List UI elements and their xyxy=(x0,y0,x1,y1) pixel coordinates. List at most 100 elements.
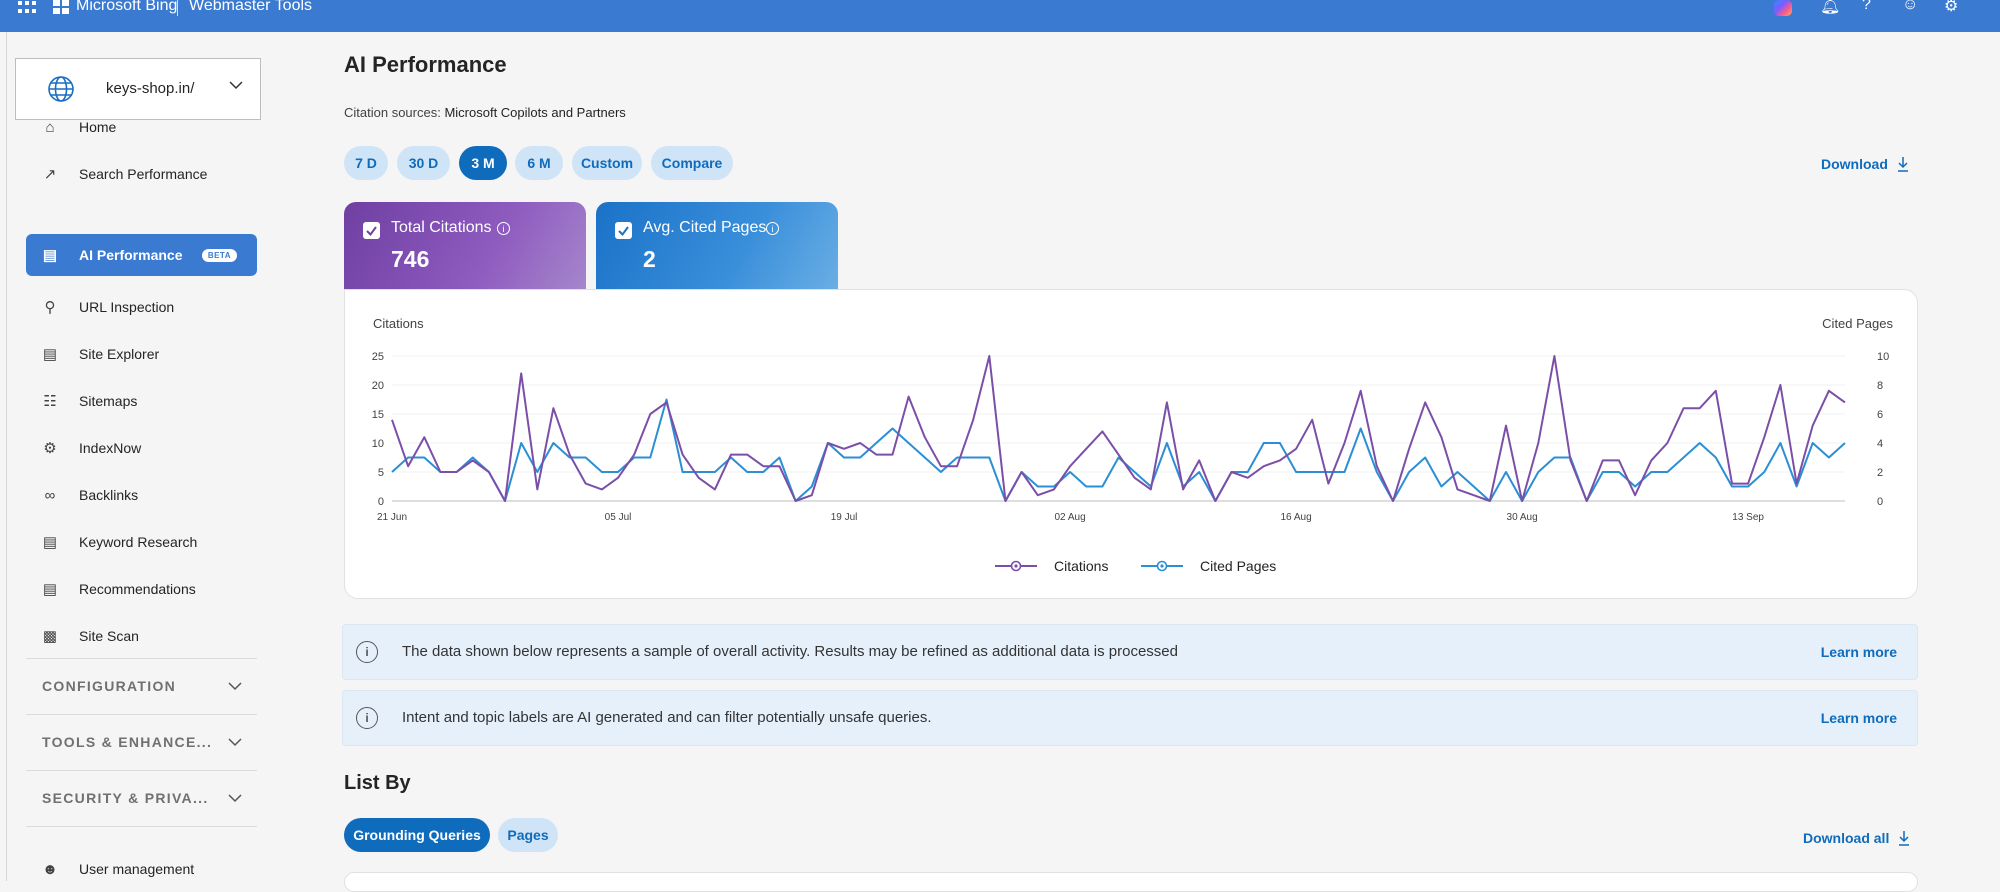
nav-group-security[interactable]: SECURITY & PRIVA... xyxy=(26,776,257,820)
chevron-down-icon xyxy=(228,682,242,691)
download-all-label: Download all xyxy=(1803,830,1890,846)
y2-tick-label: 10 xyxy=(1877,351,1889,363)
sidebar-item-label: Site Scan xyxy=(79,628,139,644)
nav-group-label: CONFIGURATION xyxy=(42,678,177,694)
sidebar-item-url-inspection[interactable]: ⚲ URL Inspection xyxy=(26,286,257,328)
ai-labels-banner: i Intent and topic labels are AI generat… xyxy=(342,690,1918,746)
divider xyxy=(177,0,178,16)
x-tick-label: 13 Sep xyxy=(1732,512,1764,523)
settings-gear-icon[interactable]: ⚙ xyxy=(1944,0,1959,15)
legend-label: Cited Pages xyxy=(1200,558,1276,574)
compare-button[interactable]: Compare xyxy=(651,146,733,180)
user-icon: ☻ xyxy=(42,860,58,878)
download-label: Download xyxy=(1821,156,1888,172)
sidebar-item-keyword-research[interactable]: ▤ Keyword Research xyxy=(26,521,257,563)
sidebar-item-label: Keyword Research xyxy=(79,534,198,550)
sidebar-item-ai-performance[interactable]: ▤ AI Performance BETA xyxy=(26,234,257,276)
sidebar-item-user-management[interactable]: ☻ User management xyxy=(26,848,257,890)
chevron-down-icon xyxy=(228,794,242,803)
y-axis-title: Citations xyxy=(373,316,424,331)
y2-tick-label: 8 xyxy=(1877,380,1883,392)
help-icon[interactable]: ? xyxy=(1862,0,1871,13)
app-launcher-icon[interactable] xyxy=(18,0,40,14)
range-6m-button[interactable]: 6 M xyxy=(515,146,563,180)
banner-text: Intent and topic labels are AI generated… xyxy=(402,709,932,726)
sidebar-item-backlinks[interactable]: ∞ Backlinks xyxy=(26,474,257,516)
download-all-button[interactable]: Download all xyxy=(1803,830,1911,846)
divider xyxy=(26,658,257,659)
sidebar-item-indexnow[interactable]: ⚙ IndexNow xyxy=(26,427,257,469)
feedback-smile-icon[interactable]: ☺ xyxy=(1902,0,1919,13)
site-selector[interactable]: keys-shop.in/ xyxy=(15,58,261,120)
site-name: keys-shop.in/ xyxy=(106,80,195,97)
info-icon: i xyxy=(356,707,378,729)
checkbox-checked-icon[interactable] xyxy=(363,222,380,239)
trend-icon: ↗ xyxy=(43,166,57,183)
sidebar-item-label: URL Inspection xyxy=(79,299,175,315)
document-icon: ▤ xyxy=(42,534,58,551)
sidebar-item-site-scan[interactable]: ▩ Site Scan xyxy=(26,615,257,657)
gear-icon: ⚙ xyxy=(43,440,57,457)
y2-tick-label: 4 xyxy=(1877,438,1883,450)
sidebar-item-label: Site Explorer xyxy=(79,346,160,362)
link-icon: ∞ xyxy=(44,486,56,504)
series-line-citations xyxy=(391,355,1846,502)
sidebar-item-label: Recommendations xyxy=(79,581,196,597)
sidebar-item-label: IndexNow xyxy=(79,440,142,456)
sidebar-item-label: AI Performance xyxy=(79,247,183,263)
range-7d-button[interactable]: 7 D xyxy=(344,146,388,180)
microsoft-logo-icon xyxy=(53,0,69,14)
range-custom-button[interactable]: Custom xyxy=(572,146,642,180)
grounding-queries-tab[interactable]: Grounding Queries xyxy=(344,818,490,852)
sidebar-item-label: User management xyxy=(79,861,195,877)
sidebar-item-site-explorer[interactable]: ▤ Site Explorer xyxy=(26,333,257,375)
download-icon xyxy=(1899,831,1910,846)
download-button[interactable]: Download xyxy=(1821,156,1910,172)
series-line-cited-pages xyxy=(391,398,1846,502)
sidebar-item-label: Home xyxy=(79,119,117,135)
sidebar-item-search-performance[interactable]: ↗ Search Performance xyxy=(26,153,257,195)
sidebar-item-recommendations[interactable]: ▤ Recommendations xyxy=(26,568,257,610)
nav-group-label: TOOLS & ENHANCE... xyxy=(42,734,213,750)
avg-cited-pages-card[interactable]: Avg. Cited Pages i 2 xyxy=(596,202,838,289)
pages-tab[interactable]: Pages xyxy=(498,818,558,852)
nav-group-tools[interactable]: TOOLS & ENHANCE... xyxy=(26,720,257,764)
y2-tick-label: 0 xyxy=(1877,496,1883,508)
globe-icon xyxy=(48,76,74,102)
results-table-card xyxy=(344,872,1918,892)
banner-text: The data shown below represents a sample… xyxy=(402,643,1178,660)
sidebar-item-home[interactable]: ⌂ Home xyxy=(26,106,257,148)
info-icon[interactable]: i xyxy=(497,222,510,235)
y-tick-label: 15 xyxy=(372,409,384,421)
info-icon[interactable]: i xyxy=(766,222,779,235)
product-name[interactable]: Webmaster Tools xyxy=(189,0,313,14)
nav-group-configuration[interactable]: CONFIGURATION xyxy=(26,664,257,708)
sidebar-item-label: Sitemaps xyxy=(79,393,138,409)
y-tick-label: 0 xyxy=(378,496,384,508)
learn-more-link[interactable]: Learn more xyxy=(1820,710,1897,726)
sidebar-item-sitemaps[interactable]: ☷ Sitemaps xyxy=(26,380,257,422)
bell-icon[interactable]: 🔔︎ xyxy=(1820,0,1841,15)
chart-svg: Citations Cited Pages 0 5 10 15 20 25 0 2 4 6 8 10 21 … xyxy=(372,316,1894,574)
brand-name: Microsoft Bing xyxy=(76,0,178,14)
y2-tick-label: 6 xyxy=(1877,409,1883,421)
top-bar: Microsoft Bing Webmaster Tools 🔔︎ ? ☺ ⚙ xyxy=(0,0,2000,32)
range-3m-button[interactable]: 3 M xyxy=(459,146,507,180)
info-icon: i xyxy=(356,641,378,663)
y-tick-label: 25 xyxy=(372,351,384,363)
total-citations-card[interactable]: Total Citations i 746 xyxy=(344,202,586,289)
search-icon: ⚲ xyxy=(44,299,56,316)
learn-more-link[interactable]: Learn more xyxy=(1820,644,1897,660)
sample-data-banner: i The data shown below represents a samp… xyxy=(342,624,1918,680)
sitemap-icon: ☷ xyxy=(43,393,57,410)
range-30d-button[interactable]: 30 D xyxy=(397,146,450,180)
performance-chart: Citations Cited Pages 0 5 10 15 20 25 0 2 4 6 8 10 21 … xyxy=(344,289,1918,599)
copilot-icon[interactable] xyxy=(1774,0,1792,16)
citation-sources-value: Microsoft Copilots and Partners xyxy=(444,105,626,120)
citation-sources-label: Citation sources: xyxy=(344,105,441,120)
x-tick-label: 30 Aug xyxy=(1507,512,1538,523)
divider xyxy=(26,714,257,715)
y2-tick-label: 2 xyxy=(1877,467,1883,479)
checkbox-checked-icon[interactable] xyxy=(615,222,632,239)
download-icon xyxy=(1897,157,1908,172)
